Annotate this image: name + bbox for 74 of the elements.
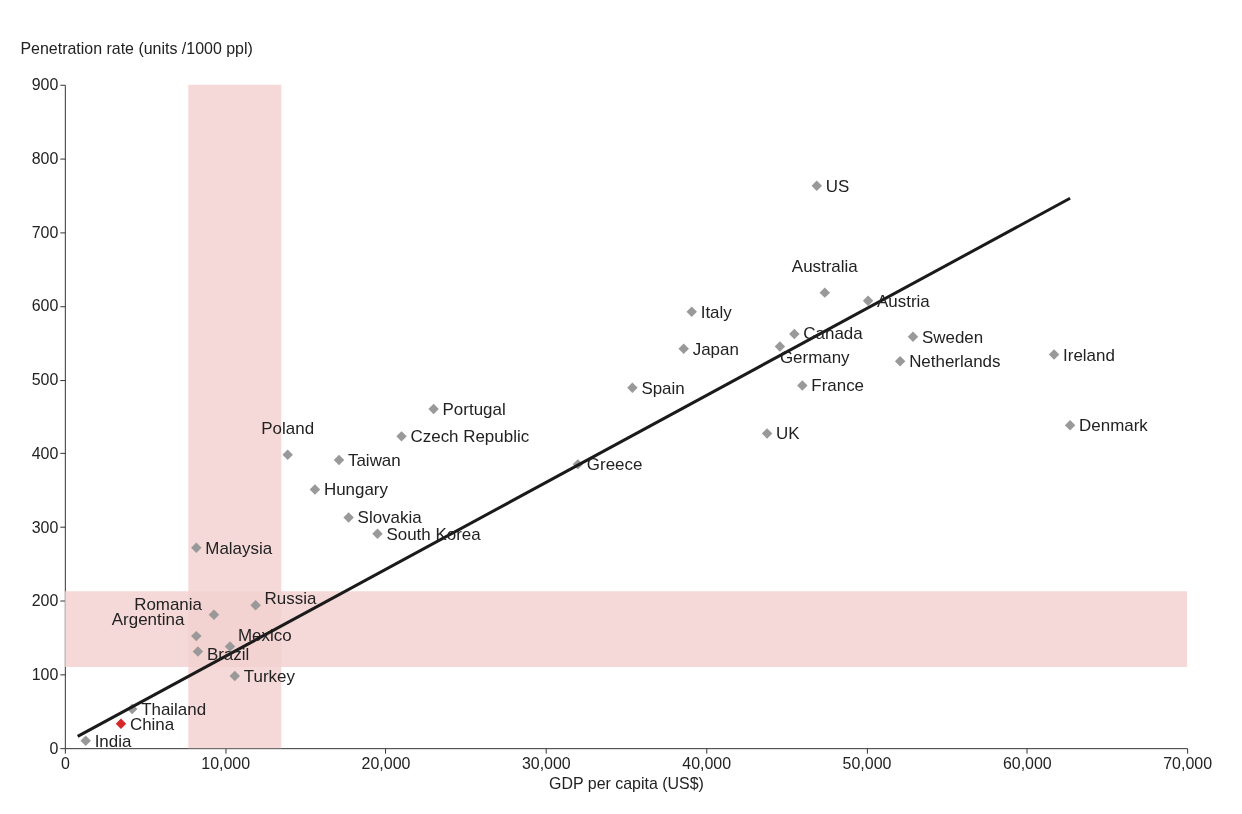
annotation: Germany (779, 348, 851, 368)
x-axis-title: GDP per capita (US$) (549, 774, 704, 792)
annotation: US (825, 176, 850, 196)
x-tick-label: 20,000 (361, 754, 411, 772)
point (678, 343, 689, 354)
x-tick-label: 10,000 (201, 754, 251, 772)
annotation: Austria (877, 291, 931, 311)
annotation: Italy (700, 302, 733, 322)
point (208, 609, 220, 620)
annotation: Czech Republic (410, 427, 530, 447)
annotation: Sweden (921, 327, 984, 347)
annotation: Spain (641, 378, 685, 398)
y-tick-label: 300 (31, 518, 59, 536)
annotation: Ireland (1063, 345, 1115, 365)
annotation: India (94, 731, 132, 751)
annotation: Russia (264, 589, 317, 609)
point (396, 431, 407, 442)
y-axis-title: Penetration rate (units /1000 ppl) (20, 40, 253, 58)
point (1048, 349, 1060, 360)
y-tick-label: 400 (31, 444, 59, 462)
annotation: Netherlands (909, 352, 1001, 372)
x-tick-label: 60,000 (1002, 754, 1052, 772)
x-tick-label: 30,000 (521, 754, 571, 772)
point (191, 630, 202, 642)
point (282, 449, 293, 461)
point (686, 306, 697, 318)
y-tick-label: 900 (31, 76, 59, 94)
annotation: Taiwan (347, 450, 401, 470)
point (80, 735, 91, 747)
x-tick-label: 40,000 (682, 754, 732, 772)
annotation: Turkey (243, 666, 296, 686)
x-tick-label: 50,000 (842, 754, 892, 772)
point (250, 599, 261, 611)
annotation: Hungary (323, 480, 389, 500)
annotation: Slovakia (357, 508, 423, 528)
x-tick-label: 0 (60, 754, 70, 772)
y-tick-label: 200 (31, 592, 59, 610)
y-tick-label: 700 (31, 223, 59, 241)
point (811, 180, 823, 191)
y-tick-label: 100 (31, 665, 59, 683)
annotation: Greece (586, 455, 643, 475)
point (229, 670, 241, 682)
annotation: Japan (692, 339, 739, 359)
point (428, 403, 439, 415)
point (774, 341, 786, 352)
y-tick-label: 0 (49, 739, 59, 757)
point (819, 287, 831, 298)
annotation: Poland (261, 418, 315, 438)
point (309, 484, 321, 495)
annotation: China (129, 714, 175, 734)
point (115, 718, 127, 730)
x-tick-label: 70,000 (1163, 754, 1213, 772)
point (1064, 420, 1076, 431)
point (343, 512, 354, 523)
annotation: Australia (791, 256, 859, 276)
point (333, 454, 345, 466)
point (761, 428, 773, 439)
point (627, 382, 638, 393)
point (907, 331, 919, 343)
point (789, 328, 800, 340)
y-tick-label: 500 (31, 371, 59, 389)
y-tick-label: 600 (31, 297, 59, 315)
annotation: Denmark (1079, 416, 1149, 436)
point (862, 295, 874, 306)
annotation: France (811, 376, 865, 396)
annotation: UK (776, 424, 801, 444)
annotation: Portugal (442, 400, 506, 420)
point (192, 646, 204, 657)
point (191, 542, 202, 553)
annotation: Malaysia (205, 538, 273, 558)
y-tick-label: 800 (31, 149, 59, 167)
point (797, 380, 808, 391)
point (372, 528, 383, 539)
point (894, 355, 906, 367)
